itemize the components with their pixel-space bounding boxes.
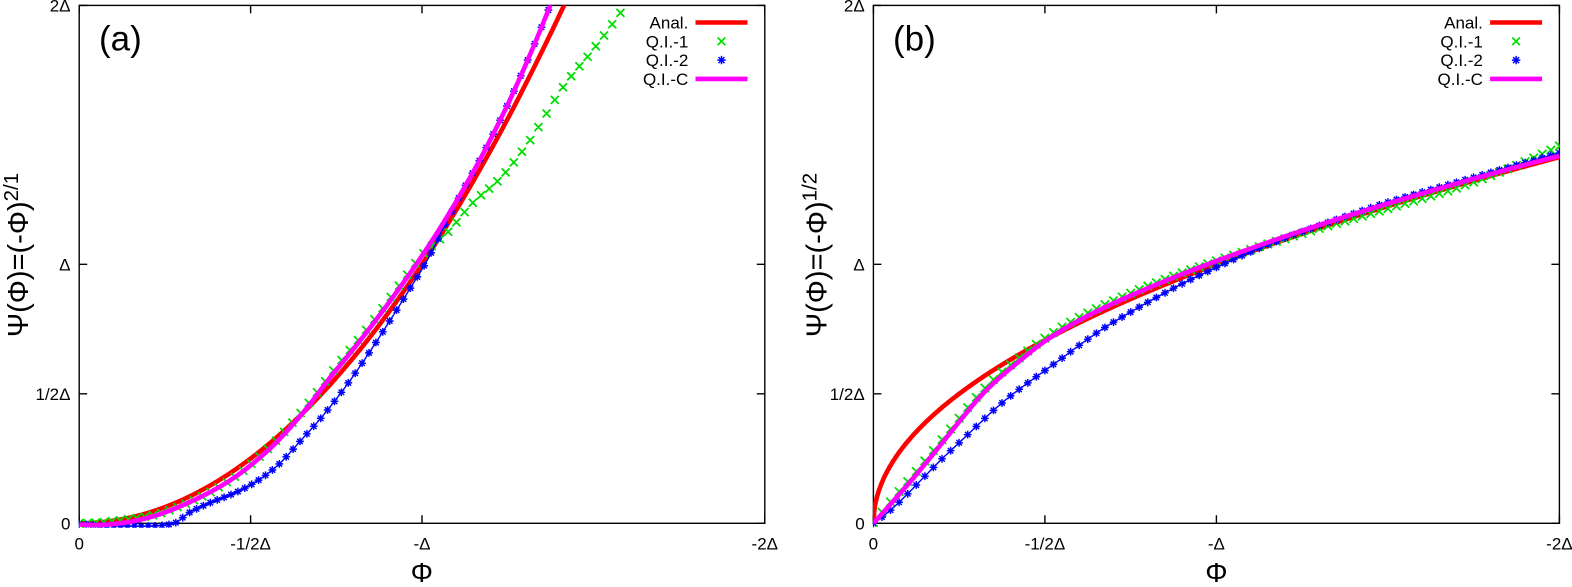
svg-text:Q.I.-C: Q.I.-C xyxy=(643,70,688,89)
svg-text:2Δ: 2Δ xyxy=(844,0,865,15)
svg-text:1/2Δ: 1/2Δ xyxy=(830,385,865,404)
svg-text:(a): (a) xyxy=(99,20,142,59)
svg-text:Q.I.-2: Q.I.-2 xyxy=(646,51,689,70)
svg-text:Ψ(Φ)=(-Φ)2/1: Ψ(Φ)=(-Φ)2/1 xyxy=(0,173,35,337)
svg-text:Q.I.-1: Q.I.-1 xyxy=(1440,32,1483,51)
svg-text:Φ: Φ xyxy=(1205,557,1227,582)
svg-text:-Δ: -Δ xyxy=(413,535,430,554)
svg-text:Q.I.-C: Q.I.-C xyxy=(1438,70,1483,89)
svg-text:0: 0 xyxy=(74,535,83,554)
svg-text:2Δ: 2Δ xyxy=(50,0,71,15)
svg-text:0: 0 xyxy=(869,535,878,554)
svg-text:-1/2Δ: -1/2Δ xyxy=(1025,535,1066,554)
svg-text:Φ: Φ xyxy=(411,557,433,582)
svg-text:Δ: Δ xyxy=(59,255,70,274)
svg-text:0: 0 xyxy=(61,514,70,533)
svg-text:-Δ: -Δ xyxy=(1208,535,1225,554)
svg-text:-2Δ: -2Δ xyxy=(752,535,778,554)
svg-text:0: 0 xyxy=(855,514,864,533)
svg-text:1/2Δ: 1/2Δ xyxy=(36,385,71,404)
svg-text:Anal.: Anal. xyxy=(650,14,689,33)
svg-text:Q.I.-1: Q.I.-1 xyxy=(646,32,689,51)
svg-text:Δ: Δ xyxy=(853,255,864,274)
svg-text:Anal.: Anal. xyxy=(1444,14,1483,33)
svg-text:-1/2Δ: -1/2Δ xyxy=(230,535,271,554)
svg-text:-2Δ: -2Δ xyxy=(1546,535,1572,554)
svg-text:Q.I.-2: Q.I.-2 xyxy=(1440,51,1483,70)
svg-text:(b): (b) xyxy=(893,20,936,59)
